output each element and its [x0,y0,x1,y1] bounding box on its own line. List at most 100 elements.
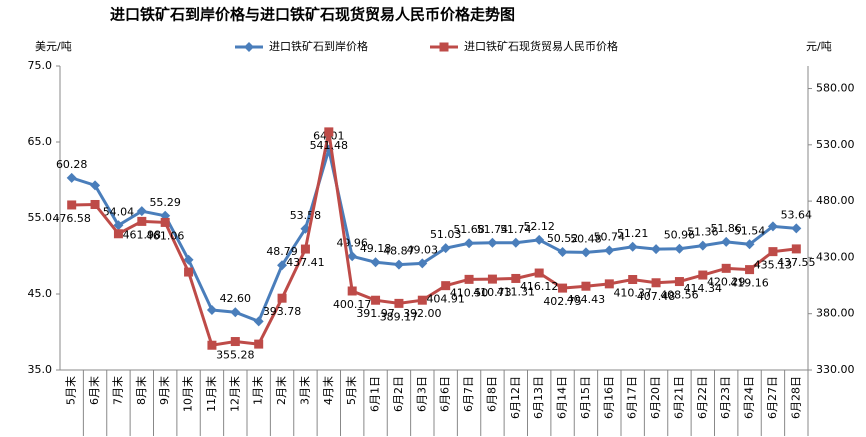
data-label: 48.87 [383,245,415,258]
point [440,243,451,254]
x-tick-label: 6月24日 [743,376,756,419]
y2-tick-label: 530.00 [816,138,855,151]
data-label: 419.16 [730,277,769,290]
point [230,307,241,318]
x-tick-label: 10月末 [181,376,195,412]
point [441,281,451,291]
data-label: 404.43 [567,293,606,306]
data-label: 392.00 [403,307,442,320]
y-tick-label: 65.0 [28,135,53,148]
point [347,286,357,296]
point [347,251,358,262]
point [136,206,147,217]
x-tick-label: 4月末 [321,376,335,405]
data-label: 408.56 [660,289,699,302]
data-label: 51.36 [687,226,719,239]
point [744,239,755,250]
data-label: 389.17 [380,310,419,323]
point [791,223,802,234]
data-label: 50.52 [547,232,579,245]
data-label: 404.91 [426,293,465,306]
x-tick-label: 11月末 [204,376,218,412]
legend-label: 进口铁矿石现货贸易人民币价格 [464,39,618,53]
point [768,247,778,257]
point [417,258,428,269]
data-label: 50.74 [594,230,626,243]
point [137,216,147,226]
point [113,220,124,231]
y2-tick-label: 430.00 [816,250,855,263]
x-tick-label: 3月末 [297,376,311,405]
y-axis-label: 美元/吨 [35,40,72,53]
data-label: 52.12 [523,220,555,233]
x-tick-label: 6月7日 [462,376,475,412]
point [253,316,264,327]
data-label: 435.13 [754,259,793,272]
x-tick-label: 8月末 [134,376,148,405]
point [230,337,240,347]
data-label: 49.03 [407,243,439,256]
point [113,229,123,239]
point [371,295,381,305]
data-label: 411.31 [497,285,536,298]
y-tick-label: 45.0 [28,287,53,300]
point [791,244,801,254]
point [674,277,684,287]
data-label: 51.86 [710,222,742,235]
y2-tick-label: 380.00 [816,307,855,320]
point [183,254,194,265]
point [394,298,404,308]
point [277,260,288,271]
point [254,339,264,349]
data-label: 391.97 [356,307,395,320]
y2-tick-label: 330.00 [816,363,855,376]
data-label: 60.28 [56,158,88,171]
point [698,270,708,280]
data-label: 410.50 [450,286,489,299]
data-label: 55.29 [149,196,181,209]
x-tick-label: 6月14日 [556,376,569,419]
data-label: 51.74 [477,223,509,236]
y-tick-label: 75.0 [28,59,53,72]
x-tick-label: 2月末 [274,376,288,405]
point [651,278,661,288]
point [464,238,475,249]
point [511,273,521,283]
point [300,244,310,254]
point [745,265,755,275]
data-label: 402.75 [543,295,582,308]
x-tick-label: 6月28日 [789,376,802,419]
point [558,283,568,293]
x-tick-label: 6月12日 [509,376,522,419]
point [534,234,545,245]
data-label: 51.03 [430,228,462,241]
point [604,279,614,289]
x-tick-label: 6月6日 [439,376,452,412]
point [721,263,731,273]
y2-axis-label: 元/吨 [806,40,832,53]
point [90,199,100,209]
point [580,247,591,258]
x-tick-label: 7月末 [110,376,124,405]
x-tick-label: 6月22日 [696,376,709,419]
data-label: 400.17 [333,298,372,311]
point [90,180,101,191]
data-label: 461.06 [146,229,185,242]
x-tick-label: 6月21日 [672,376,685,419]
x-tick-label: 6月1日 [369,376,382,412]
data-label: 476.58 [52,212,91,225]
point [439,42,449,52]
point [324,127,334,137]
point [627,241,638,252]
data-label: 51.21 [617,227,649,240]
data-label: 50.96 [664,229,696,242]
x-tick-label: 6月27日 [766,376,779,419]
point [207,340,217,350]
point [66,172,77,183]
point [277,293,287,303]
data-label: 437.55 [777,256,816,269]
point [393,259,404,270]
point [206,304,217,315]
data-label: 393.78 [263,305,302,318]
point [487,274,497,284]
